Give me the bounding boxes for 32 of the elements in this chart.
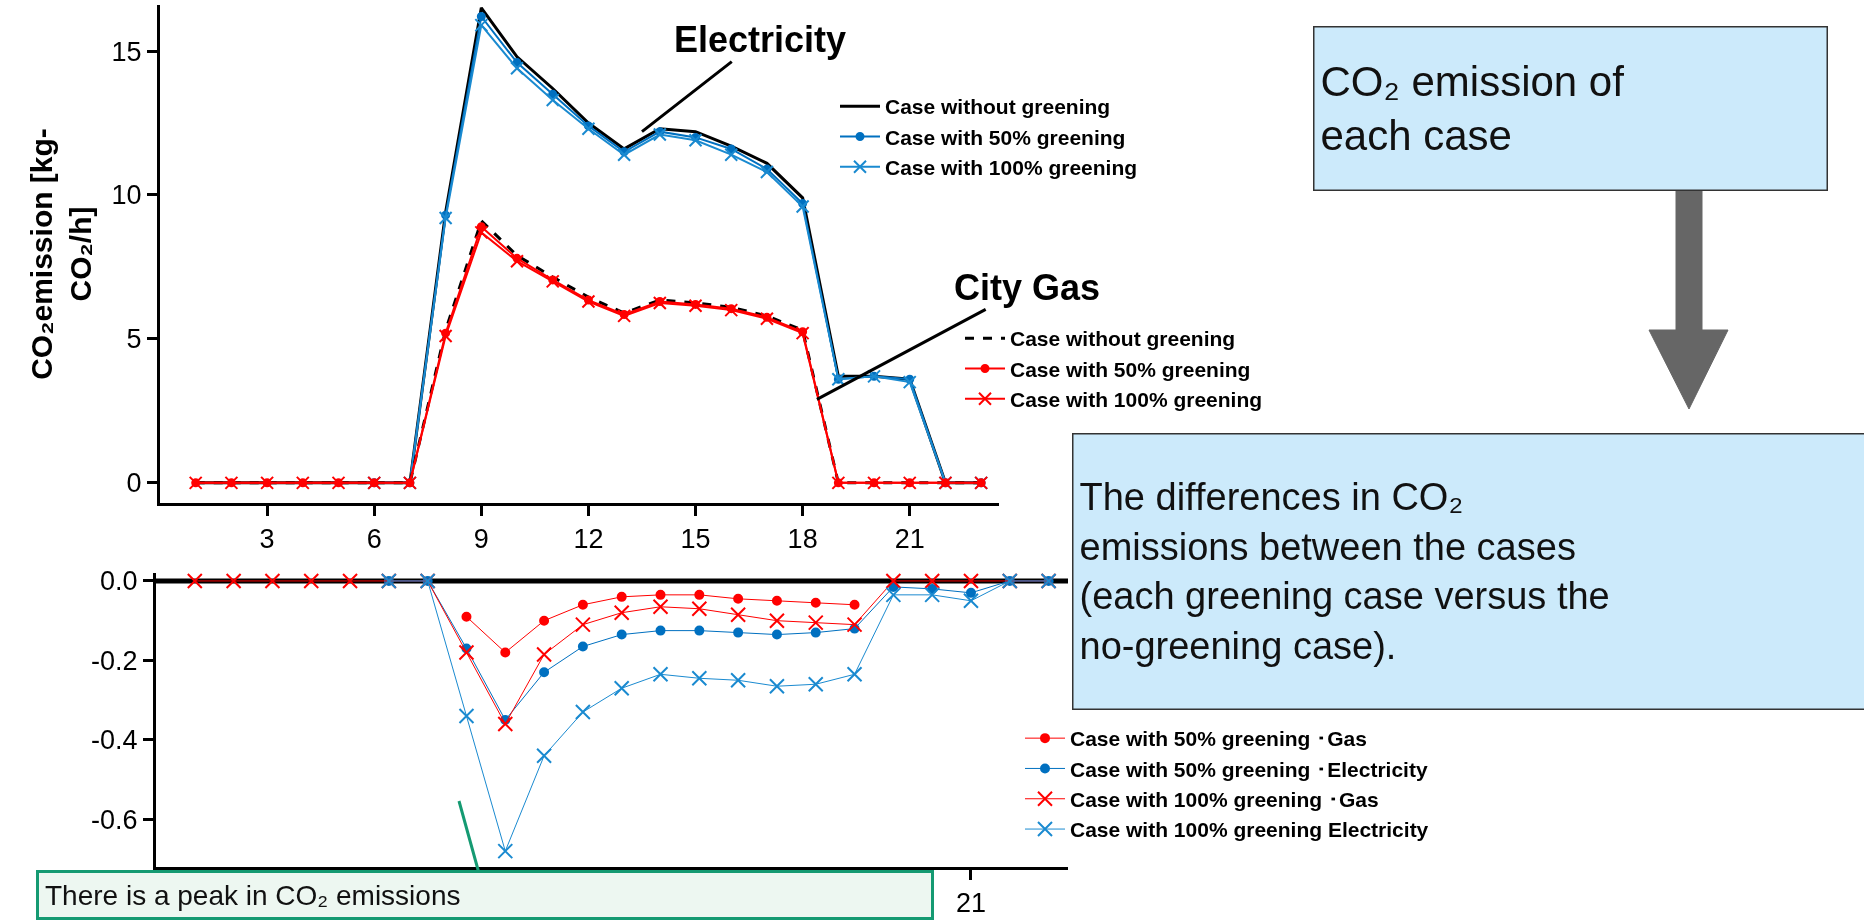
y-tick-label: -0.2	[91, 645, 138, 676]
x-tick-label: 12	[573, 524, 604, 555]
text: There is a peak in CO₂ emissions	[45, 879, 461, 911]
y-axis-title: CO₂emission [kg- CO₂/h]	[24, 128, 97, 380]
y-tick-label: 5	[126, 324, 142, 355]
legend-label: Case with 50% greening ･Gas	[1070, 727, 1367, 751]
y-tick-label: -0.4	[91, 725, 138, 756]
x-tick-label: 9	[473, 524, 489, 555]
y-tick-label: 0	[126, 468, 142, 499]
legend-label: Case with 50% greening	[1010, 357, 1251, 381]
legend-label: Case without greening	[1010, 327, 1236, 351]
legend-label: Case with 50% greening ･Electricity	[1070, 757, 1428, 781]
legend-label: Case with 100% greening	[885, 155, 1138, 179]
x-tick-label: 21	[894, 524, 925, 555]
y-tick-label: 0.0	[100, 566, 138, 597]
x-tick-label: 15	[680, 524, 711, 555]
x-tick-label: 21	[955, 888, 986, 919]
legend-label: Case with 100% greening ･Gas	[1070, 787, 1379, 811]
annotation: City Gas	[954, 267, 1101, 308]
text: The differences in CO₂ emissions between the cases (each greening case versus the no-greening case).	[1079, 476, 1610, 667]
y-tick-label: -0.6	[91, 804, 138, 835]
x-tick-label: 3	[259, 524, 275, 555]
legend-label: Case with 100% greening Electricity	[1070, 818, 1429, 842]
y-tick-label: 15	[111, 36, 142, 67]
legend-label: Case without greening	[885, 95, 1111, 119]
legend-label: Case with 100% greening	[1010, 387, 1263, 411]
text: CO₂ emission of each case	[1320, 57, 1625, 160]
x-tick-label: 18	[787, 524, 818, 555]
annotation: Electricity	[674, 19, 847, 60]
x-tick-label: 6	[366, 524, 382, 555]
legend-label: Case with 50% greening	[885, 125, 1126, 149]
y-tick-label: 10	[111, 180, 142, 211]
